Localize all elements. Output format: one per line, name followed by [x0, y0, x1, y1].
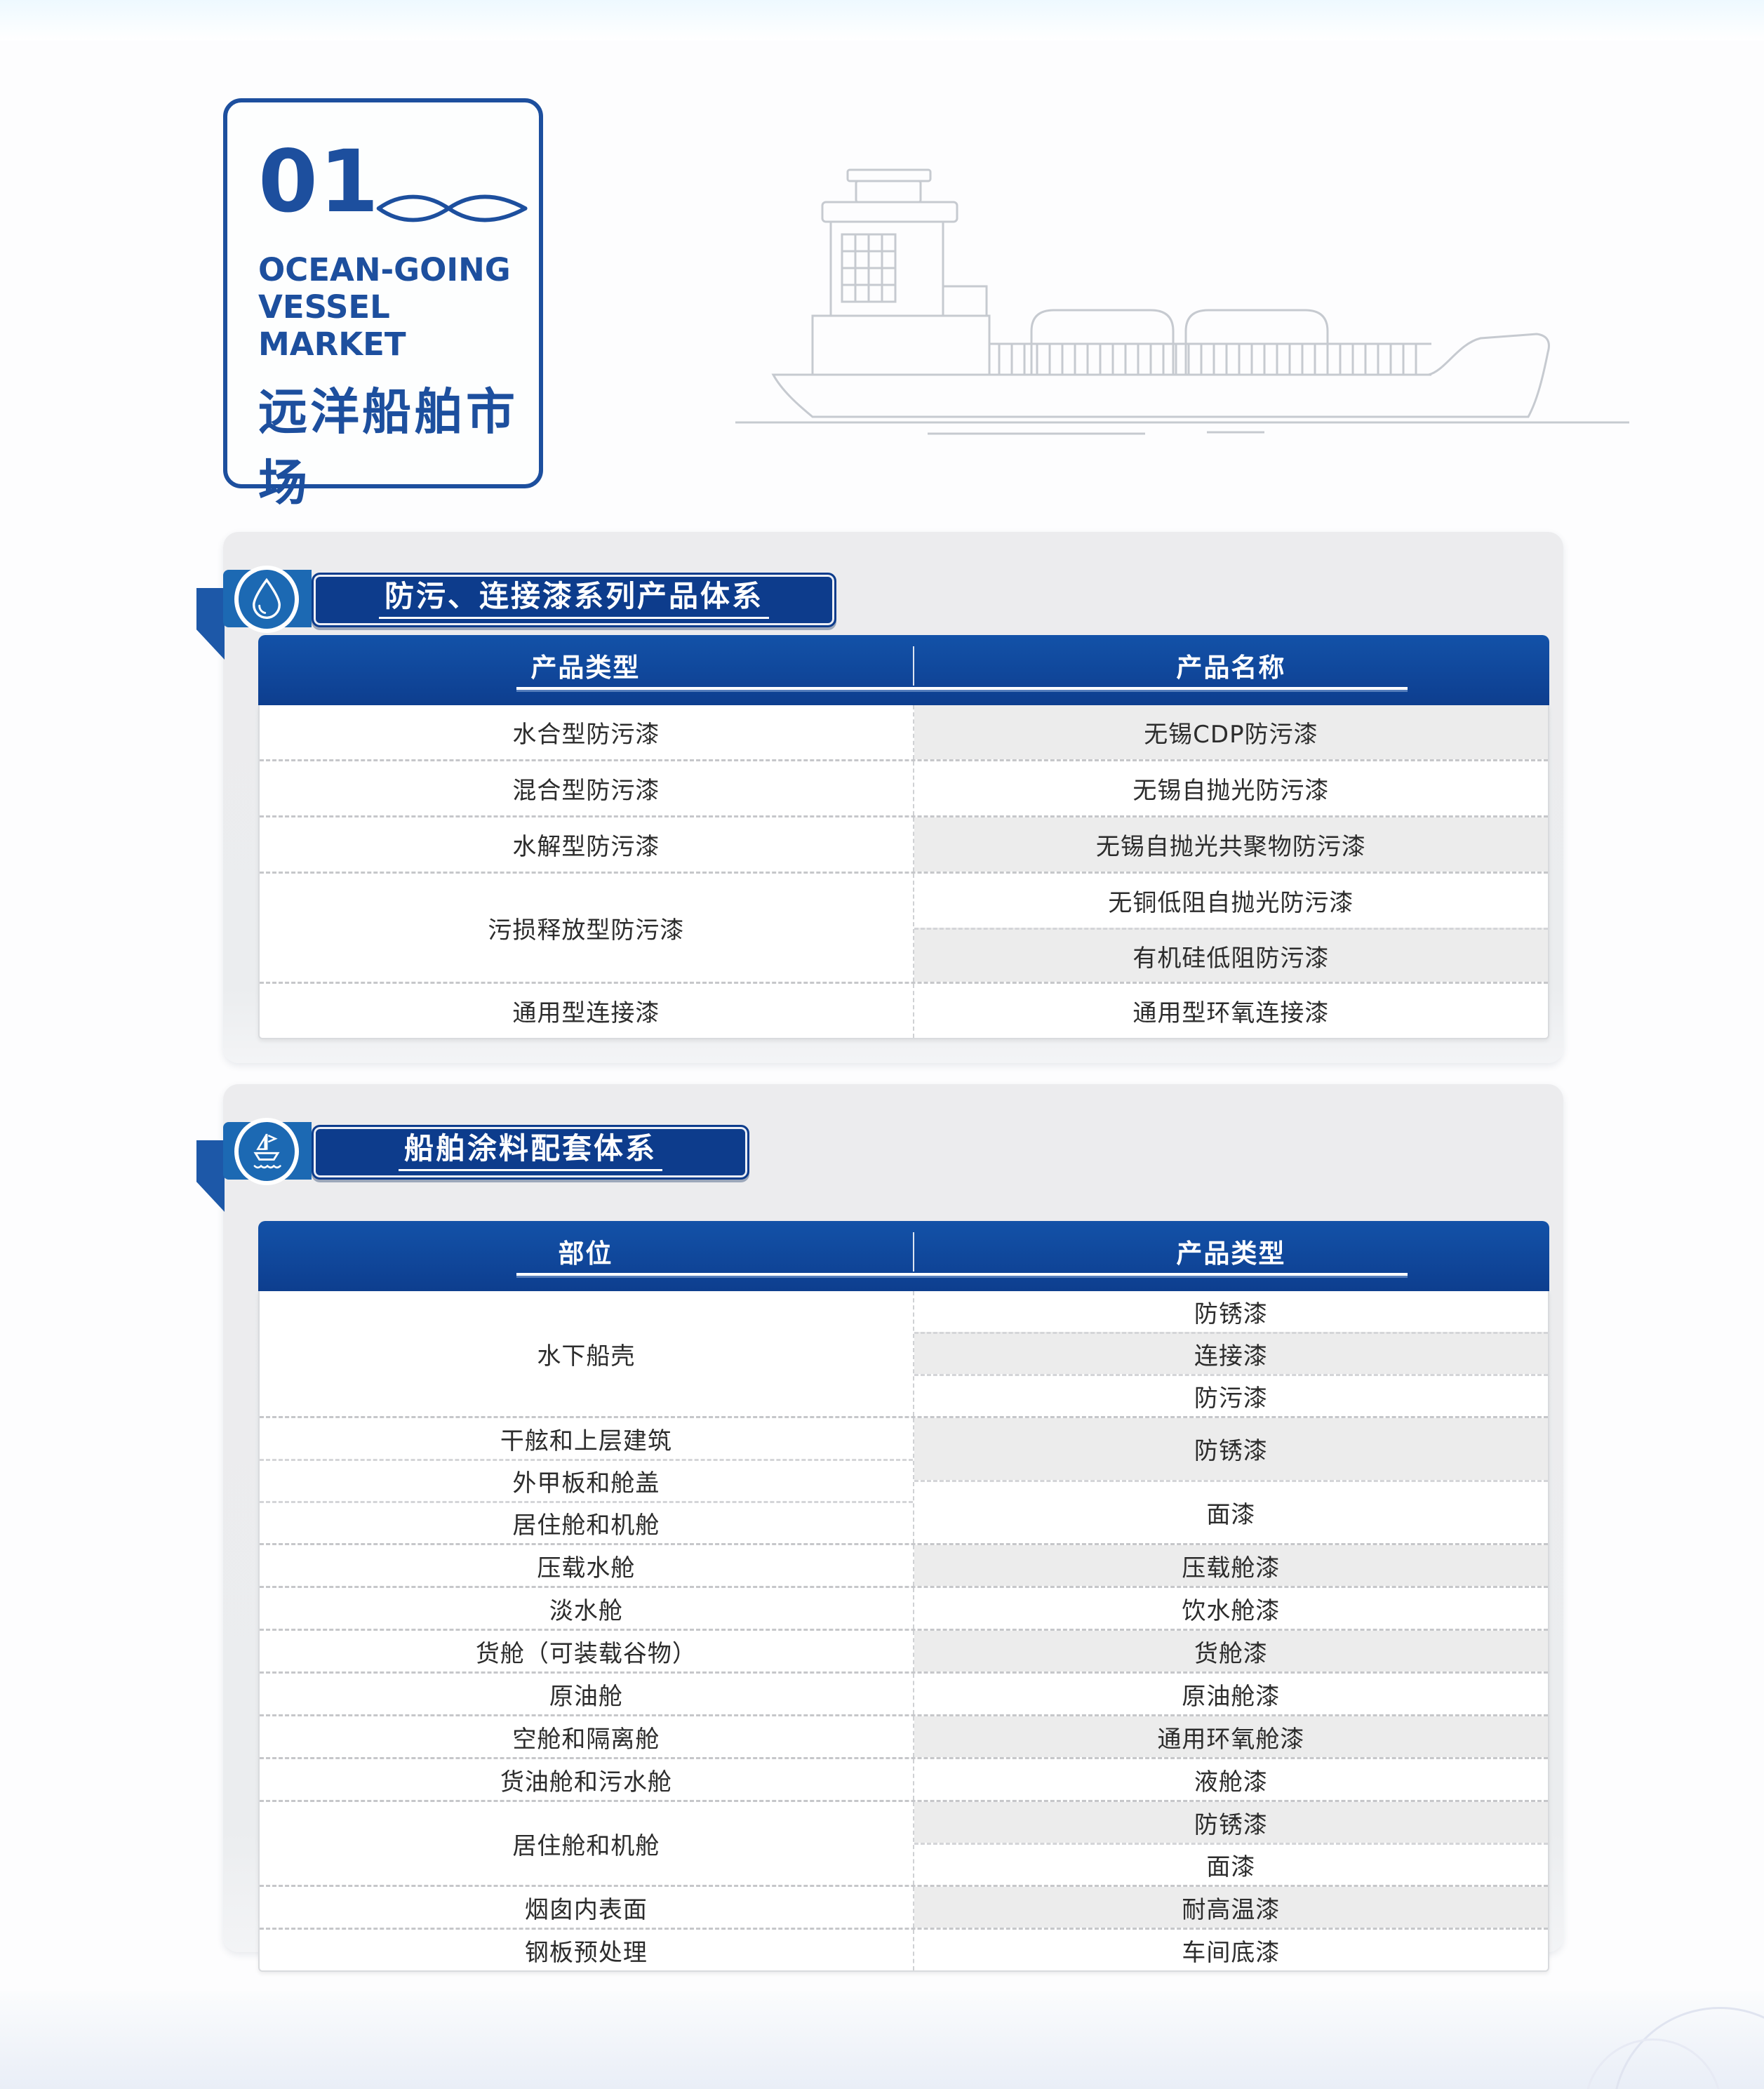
section1-header: 防污、连接漆系列产品体系 [196, 561, 898, 667]
top-gradient-band [0, 0, 1764, 41]
body-cell-left: 货舱（可装载谷物） [475, 1639, 697, 1668]
body-cell-right: 面漆 [914, 1479, 1548, 1544]
body-cell-left: 水下船壳 [537, 1342, 636, 1370]
section1-title: 防污、连接漆系列产品体系 [378, 581, 769, 619]
table2-header: 部位 产品类型 [258, 1221, 1549, 1291]
table-row-group: 水下船壳 防锈漆连接漆 防污漆 [260, 1291, 1548, 1416]
body-cell-left: 通用型连接漆 [512, 999, 660, 1027]
body-cell-left: 压载水舱 [537, 1554, 636, 1582]
header-divider [912, 646, 914, 686]
body-cell-right: 货舱漆 [914, 1631, 1548, 1671]
section2-table: 部位 产品类型 水下船壳 防锈漆 连接漆 防污漆 干舷和上层建筑 外甲板和舱盖 居住舱和机舱… [258, 1221, 1549, 1972]
section2-banner: 船舶涂料配套体系 [312, 1125, 749, 1180]
wave-icon [376, 194, 528, 222]
body-cell-left: 淡水舱 [549, 1596, 623, 1625]
body-cell-left: 烟囱内表面 [524, 1895, 648, 1924]
body-cell-right: 有机硅低阻防污漆 [914, 928, 1548, 982]
body-cell-right: 防锈漆 [914, 1802, 1548, 1843]
body-cell-left: 货油舱和污水舱 [500, 1768, 672, 1796]
chapter-title-en: OCEAN-GOING VESSEL MARKET [258, 251, 539, 363]
body-cell-right: 液舱漆 [1194, 1768, 1268, 1796]
body-cell-right: 压载舱漆 [914, 1545, 1548, 1586]
body-cell-left: 外甲板和舱盖 [260, 1459, 913, 1501]
table-row-group: 水解型防污漆 无锡自抛光共聚物防污漆 [260, 815, 1548, 872]
header-underline [516, 1273, 1408, 1276]
table-row-group: 干舷和上层建筑外甲板和舱盖 居住舱和机舱 防锈漆 面漆 [260, 1416, 1548, 1543]
table-row-group: 居住舱和机舱 防锈漆 面漆 [260, 1800, 1548, 1885]
ribbon-tail [196, 1140, 225, 1212]
bottom-gradient-band [0, 1991, 1764, 2089]
table-row-group: 货舱（可装载谷物） 货舱漆 [260, 1629, 1548, 1671]
table1-body: 水合型防污漆 无锡CDP防污漆混合型防污漆 无锡自抛光防污漆水解型防污漆 无锡自抛光共… [258, 705, 1549, 1039]
water-drop-icon [234, 566, 299, 633]
chapter-title-zh: 远洋船舶市场 [258, 383, 518, 512]
body-cell-left: 混合型防污漆 [512, 777, 660, 805]
railing-ticks [998, 344, 1417, 375]
body-cell-left: 水解型防污漆 [512, 833, 660, 861]
column-header: 部位 [558, 1239, 613, 1269]
table-row-group: 钢板预处理 车间底漆 [260, 1928, 1548, 1970]
deckhouse-windows [841, 233, 897, 303]
ribbon-tail [196, 588, 225, 660]
body-cell-left: 污损释放型防污漆 [488, 916, 685, 945]
table-row-group: 水合型防污漆 无锡CDP防污漆 [260, 705, 1548, 759]
body-cell-left: 水合型防污漆 [512, 721, 660, 749]
body-cell-left: 居住舱和机舱 [512, 1831, 660, 1860]
table-row-group: 压载水舱 压载舱漆 [260, 1543, 1548, 1586]
body-cell-right: 无铜低阻自抛光防污漆 [1108, 889, 1354, 917]
table-row-group: 污损释放型防污漆 无铜低阻自抛光防污漆有机硅低阻防污漆 [260, 872, 1548, 982]
table-row-group: 烟囱内表面 耐高温漆 [260, 1885, 1548, 1928]
table1-header: 产品类型 产品名称 [258, 635, 1549, 705]
body-cell-right: 连接漆 [914, 1332, 1548, 1374]
section1-banner: 防污、连接漆系列产品体系 [312, 573, 836, 627]
body-cell-right: 通用型环氧连接漆 [1132, 999, 1330, 1027]
column-header: 产品类型 [1176, 1239, 1286, 1269]
table-row-group: 空舱和隔离舱 通用环氧舱漆 [260, 1714, 1548, 1757]
body-cell-right: 无锡CDP防污漆 [914, 705, 1548, 759]
section1-table: 产品类型 产品名称 水合型防污漆 无锡CDP防污漆混合型防污漆 无锡自抛光防污漆水解… [258, 635, 1549, 1039]
column-header: 产品名称 [1176, 653, 1286, 683]
header-underline [516, 687, 1408, 690]
chapter-title-en-line2: VESSEL MARKET [258, 288, 406, 363]
body-cell-right: 防锈漆 [914, 1418, 1548, 1480]
section2-header: 船舶涂料配套体系 [196, 1114, 898, 1219]
body-cell-right: 防锈漆 [1194, 1300, 1268, 1328]
section2-title: 船舶涂料配套体系 [398, 1133, 662, 1171]
chapter-title-box: 01 OCEAN-GOING VESSEL MARKET 远洋船舶市场 [223, 98, 543, 512]
table-row-group: 原油舱 原油舱漆 [260, 1671, 1548, 1714]
table2-body: 水下船壳 防锈漆 连接漆 防污漆 干舷和上层建筑 外甲板和舱盖 居住舱和机舱 防锈漆 面漆 压载水… [258, 1291, 1549, 1972]
column-header: 产品类型 [530, 653, 641, 683]
body-cell-right: 原油舱漆 [1182, 1682, 1281, 1711]
cargo-ship-illustration [735, 168, 1629, 435]
body-cell-right: 耐高温漆 [914, 1887, 1548, 1928]
body-cell-right: 无锡自抛光防污漆 [1132, 777, 1330, 805]
body-cell-left: 钢板预处理 [524, 1938, 648, 1967]
chapter-number: 01 [258, 132, 380, 232]
body-cell-right: 无锡自抛光共聚物防污漆 [914, 817, 1548, 872]
body-cell-right: 饮水舱漆 [1182, 1596, 1281, 1625]
body-cell-left: 原油舱 [549, 1682, 623, 1711]
body-cell-left: 空舱和隔离舱 [512, 1725, 660, 1754]
body-cell-left: 居住舱和机舱 [260, 1501, 913, 1543]
ship-icon [234, 1118, 299, 1185]
table-row-group: 淡水舱 饮水舱漆 [260, 1586, 1548, 1629]
body-cell-right: 面漆 [914, 1843, 1548, 1885]
header-divider [912, 1232, 914, 1272]
body-cell-right: 通用环氧舱漆 [914, 1716, 1548, 1757]
table-row-group: 混合型防污漆 无锡自抛光防污漆 [260, 759, 1548, 815]
body-cell-right: 防污漆 [914, 1374, 1548, 1416]
table-row-group: 货油舱和污水舱 液舱漆 [260, 1757, 1548, 1800]
table-row-group: 通用型连接漆 通用型环氧连接漆 [260, 982, 1548, 1038]
body-cell-left: 干舷和上层建筑 [500, 1427, 672, 1455]
chapter-title-en-line1: OCEAN-GOING [258, 251, 511, 288]
body-cell-right: 车间底漆 [1182, 1938, 1281, 1967]
